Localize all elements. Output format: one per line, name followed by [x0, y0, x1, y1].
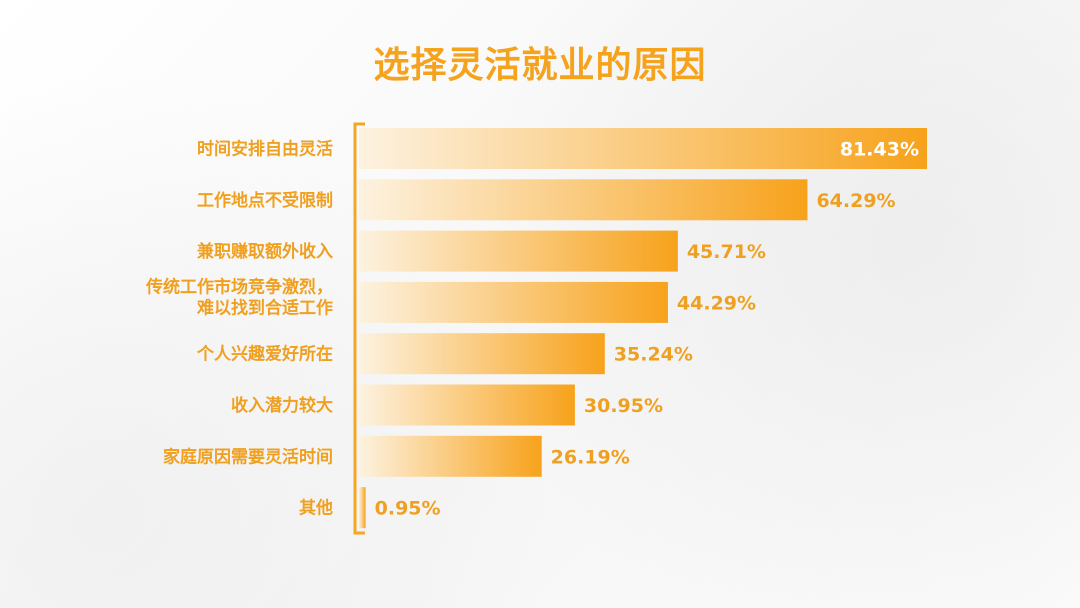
- value-label-2: 45.71%: [687, 241, 766, 263]
- bar-7: [359, 487, 366, 529]
- bar-1: [359, 179, 808, 221]
- y-axis-line: [353, 122, 365, 535]
- bar-0: [359, 128, 927, 169]
- category-label-6: 家庭原因需要灵活时间: [163, 446, 333, 467]
- category-labels-group: 时间安排自由灵活工作地点不受限制兼职赚取额外收入传统工作市场竞争激烈，难以找到合…: [145, 139, 333, 519]
- category-label-3: 传统工作市场竞争激烈，难以找到合适工作: [145, 276, 333, 318]
- value-label-0: 81.43%: [840, 139, 919, 161]
- value-label-5: 30.95%: [584, 395, 663, 417]
- category-label-5: 收入潜力较大: [231, 395, 333, 416]
- bar-2: [359, 230, 678, 272]
- value-label-4: 35.24%: [614, 344, 693, 366]
- value-label-3: 44.29%: [677, 292, 756, 314]
- category-label-4: 个人兴趣爱好所在: [196, 344, 333, 365]
- value-label-1: 64.29%: [816, 190, 895, 212]
- category-label-2: 兼职赚取额外收入: [197, 241, 333, 262]
- bar-3: [359, 281, 668, 323]
- category-label-1: 工作地点不受限制: [197, 190, 333, 211]
- value-labels-group: 81.43% 64.29% 45.71% 44.29% 35.24% 30.95% 26.1…: [375, 139, 919, 520]
- value-label-6: 26.19%: [551, 446, 630, 468]
- category-label-0: 时间安排自由灵活: [197, 139, 333, 160]
- bars-group: [359, 128, 927, 529]
- bar-4: [359, 333, 605, 375]
- value-label-7: 0.95%: [375, 498, 441, 520]
- category-label-7: 其他: [299, 498, 333, 519]
- bar-6: [359, 435, 542, 477]
- bar-5: [359, 384, 575, 426]
- chart-title: 选择灵活就业的原因: [373, 45, 707, 86]
